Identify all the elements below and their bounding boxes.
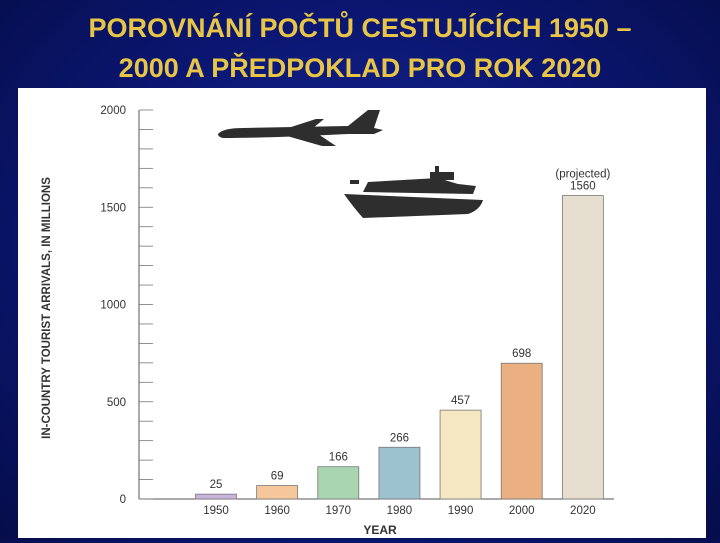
bar-value-label: 69 [271, 471, 284, 483]
bar [317, 466, 360, 500]
bar-value-label: 166 [329, 452, 348, 464]
y-axis-title: IN-COUNTRY TOURIST ARRIVALS, IN MILLIONS [41, 177, 53, 439]
chart-panel: IN-COUNTRY TOURIST ARRIVALS, IN MILLIONS… [18, 88, 706, 538]
x-tick-label: 1970 [325, 505, 351, 517]
bar [500, 362, 543, 500]
bar-value-label: 698 [512, 348, 531, 360]
y-tick-label: 1000 [100, 300, 126, 312]
bar-chart: IN-COUNTRY TOURIST ARRIVALS, IN MILLIONS… [41, 105, 614, 537]
bar [256, 485, 299, 500]
y-tick-label: 500 [107, 397, 126, 409]
x-axis-title: YEAR [363, 523, 397, 537]
bar [195, 493, 237, 500]
y-tick-label: 1500 [100, 202, 126, 214]
bar-value-label: 266 [390, 432, 409, 444]
x-tick-label: 1990 [448, 505, 474, 517]
bar [439, 409, 482, 500]
y-tick-label: 0 [120, 494, 126, 506]
bar [378, 446, 421, 500]
bar-value-label: 25 [210, 479, 223, 491]
x-tick-label: 1960 [264, 505, 290, 517]
ship-icon [344, 166, 483, 218]
x-tick-label: 1980 [387, 505, 413, 517]
x-tick-label: 2020 [570, 505, 596, 517]
airplane-icon [218, 110, 383, 146]
slide-title: POROVNÁNÍ POČTŮ CESTUJÍCÍCH 1950 – 2000 … [0, 8, 720, 88]
projected-note: (projected) [555, 169, 610, 181]
bar-value-label: 457 [451, 395, 470, 407]
slide-title-line-2: 2000 A PŘEDPOKLAD PRO ROK 2020 [118, 53, 602, 83]
slide-title-line-1: POROVNÁNÍ POČTŮ CESTUJÍCÍCH 1950 – [88, 13, 632, 43]
bar-value-label: 1560 [570, 181, 596, 193]
y-tick-label: 2000 [100, 105, 126, 117]
bar [561, 195, 604, 500]
x-tick-label: 1950 [203, 505, 229, 517]
x-tick-label: 2000 [509, 505, 535, 517]
